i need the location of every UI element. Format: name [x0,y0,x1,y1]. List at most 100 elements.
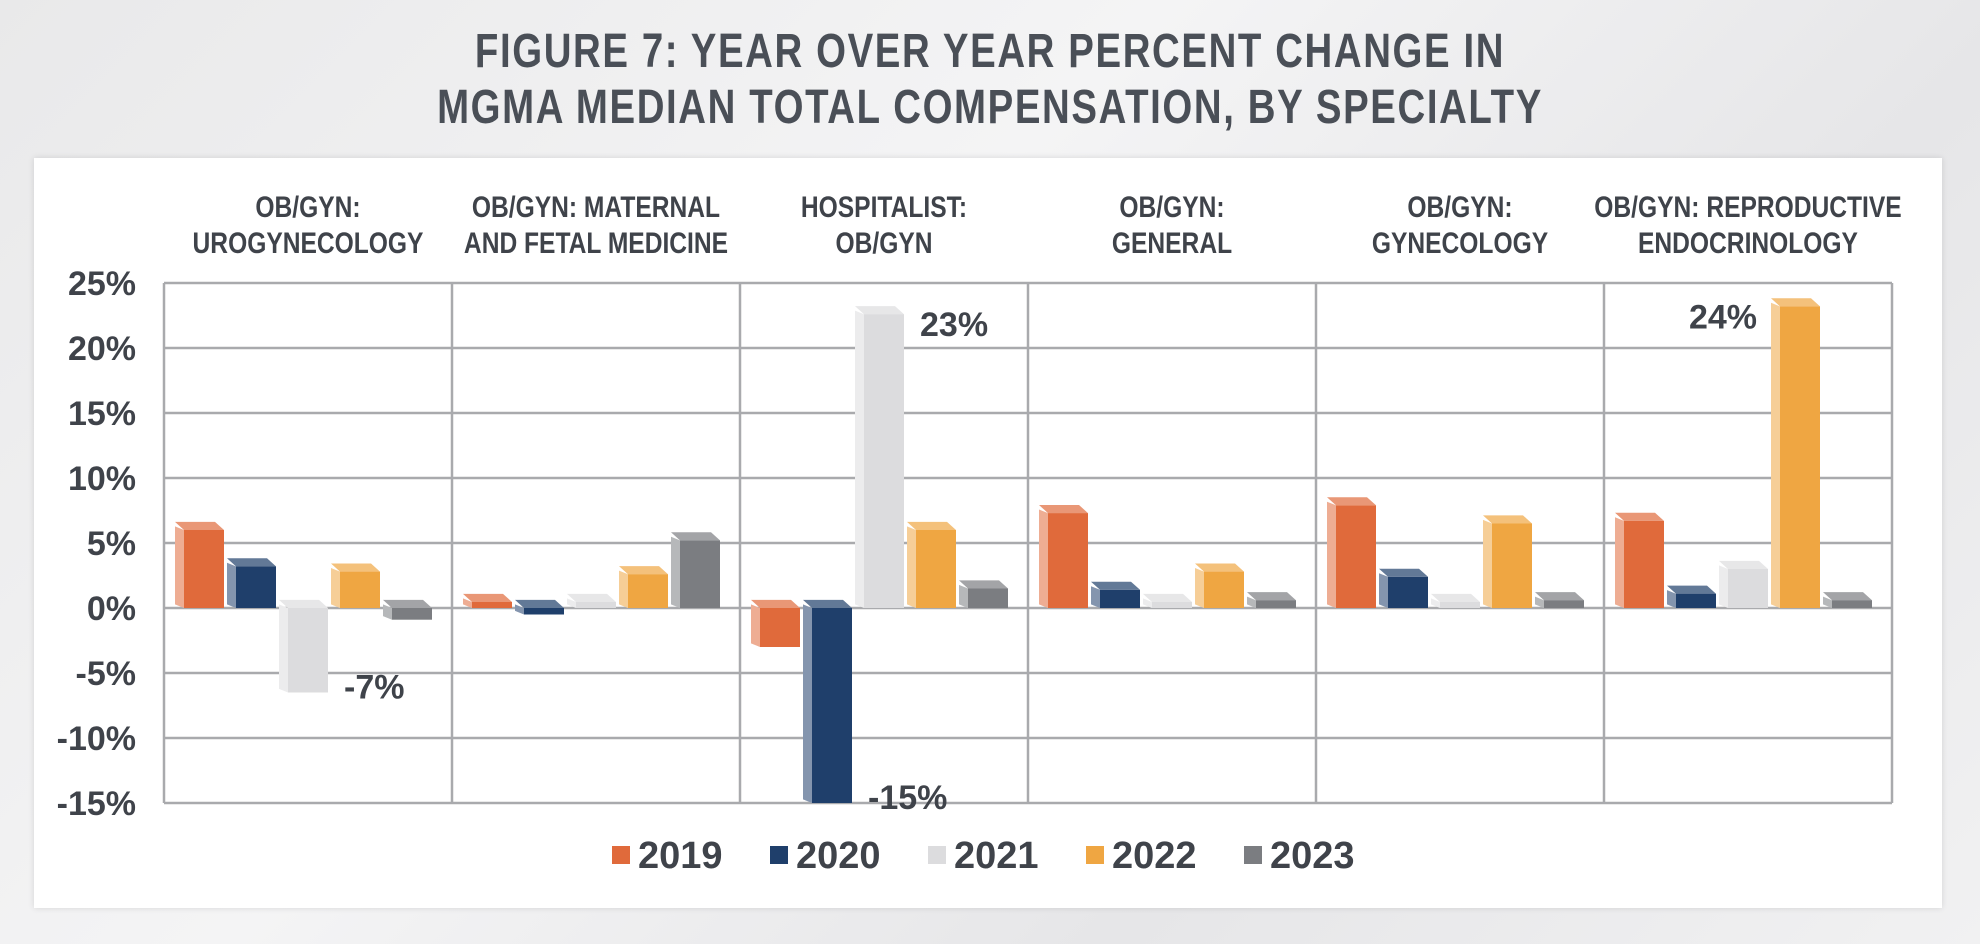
category-label: OB/GYN: GYNECOLOGY [1372,190,1548,260]
bar-front [1336,505,1376,608]
chart-title: FIGURE 7: YEAR OVER YEAR PERCENT CHANGE … [198,24,1782,136]
bar-front [680,540,720,608]
bar-side [1143,598,1152,608]
bar-front [524,608,564,615]
bar-side [1823,596,1832,608]
bar-2021 [1143,593,1192,608]
bar-side [803,604,812,803]
legend: 2019 2020 2021 2022 2023 [612,835,1355,877]
bar-front [1256,600,1296,608]
bar-2022 [1483,515,1532,608]
bar-side [1483,519,1492,608]
bar-2019 [463,593,512,608]
bar-top [463,593,512,602]
bar-side [463,598,472,608]
legend-swatch-2023 [1244,846,1262,864]
bar-side [515,604,524,615]
y-tick-label: 25% [68,265,136,303]
bar-front [576,602,616,608]
bar-top [1823,592,1872,601]
bar-2023 [1247,592,1296,608]
bar-2021 [1719,560,1768,608]
bar-2020 [1667,585,1716,608]
bar-top [855,306,904,315]
bar-side [1327,501,1336,608]
bar-side [1615,517,1624,608]
bar-top [175,521,224,530]
bar-2022 [1195,563,1244,608]
bar-2022 [1771,298,1820,608]
bar-top [1039,505,1088,514]
bar-front [1624,520,1664,608]
bar-front [968,588,1008,608]
category-label: OB/GYN: REPRODUCTIVE ENDOCRINOLOGY [1594,190,1901,260]
bar-2020 [803,599,852,803]
bar-side [1247,596,1256,608]
bar-top [907,521,956,530]
bar-top [1535,592,1584,601]
bar-top [959,580,1008,589]
data-label: 23% [920,306,988,344]
y-tick-label: 0% [87,590,136,628]
legend-label-2022: 2022 [1112,835,1197,877]
bar-side [1039,509,1048,608]
bar-front [1544,600,1584,608]
category-label-line: GENERAL [1112,226,1232,260]
bar-2019 [1327,497,1376,608]
legend-swatch-2019 [612,846,630,864]
legend-swatch-2020 [770,846,788,864]
bar-top [279,599,328,608]
bar-top [227,558,276,567]
bar-side [1379,573,1388,608]
bar-side [1431,598,1440,608]
bar-front [472,602,512,608]
y-tick-label: 10% [68,460,136,498]
bar-top [1143,593,1192,602]
category-label-line: UROGYNECOLOGY [193,226,424,260]
bar-front [1048,513,1088,608]
bar-top [1615,512,1664,521]
legend-label-2020: 2020 [796,835,881,877]
bar-2020 [227,558,276,608]
bar-2022 [907,521,956,608]
bars [175,298,1872,803]
bar-2021 [855,306,904,608]
data-label: -7% [344,669,404,707]
category-label-line: HOSPITALIST: [801,190,967,224]
bar-side [855,310,864,608]
category-label-line: OB/GYN: [1407,190,1512,224]
category-label-line: OB/GYN: [255,190,360,224]
bar-front [1492,523,1532,608]
bar-2023 [671,532,720,608]
bar-front [628,574,668,608]
category-label-line: OB/GYN: [1119,190,1224,224]
category-label-line: OB/GYN: REPRODUCTIVE [1594,190,1901,224]
data-label: -15% [868,779,947,817]
bar-2023 [1535,592,1584,608]
bar-side [1091,586,1100,608]
bar-side [1667,590,1676,608]
bar-top [1431,593,1480,602]
bar-2020 [515,599,564,615]
bar-front [1388,576,1428,608]
y-tick-label: 15% [68,395,136,433]
bar-front [1100,589,1140,608]
category-label: OB/GYN: MATERNAL AND FETAL MEDICINE [464,190,728,260]
bar-2019 [175,521,224,608]
bar-front [1440,602,1480,608]
bar-front [184,530,224,608]
bar-front [1728,569,1768,608]
bar-top [1091,581,1140,590]
bar-side [1771,302,1780,608]
bar-2023 [1823,592,1872,608]
bar-side [227,562,236,608]
category-label-line: GYNECOLOGY [1372,226,1548,260]
legend-swatch-2022 [1086,846,1104,864]
bar-top [1719,560,1768,569]
bar-2019 [1039,505,1088,608]
bar-top [515,599,564,608]
bar-front [288,608,328,693]
bar-2022 [331,563,380,608]
bar-side [331,568,340,608]
bar-2020 [1091,581,1140,608]
